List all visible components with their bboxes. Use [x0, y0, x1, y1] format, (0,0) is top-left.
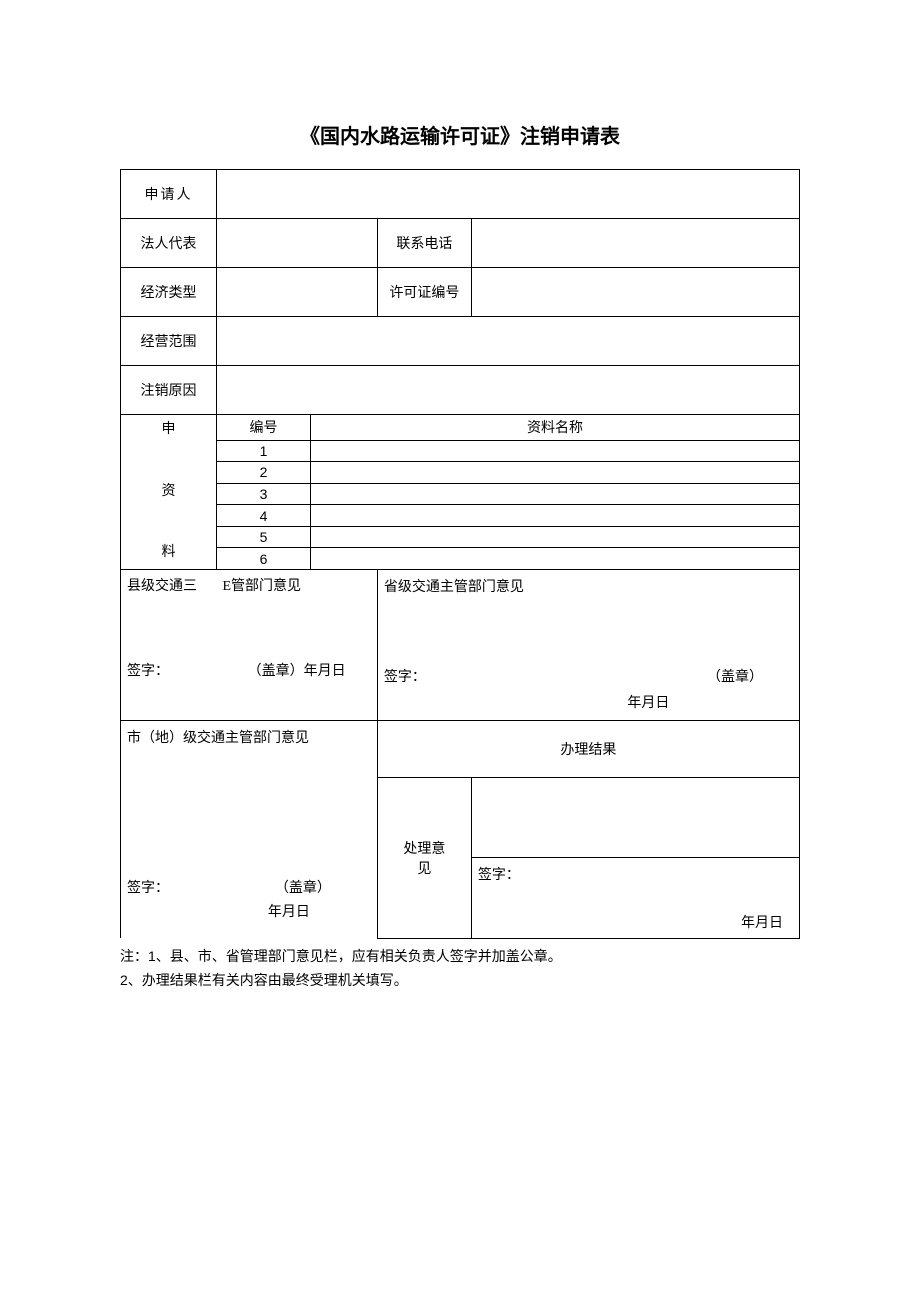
label-applicant: 申请人 — [121, 170, 217, 219]
label-city-opinion: 市（地）级交通主管部门意见 — [127, 725, 371, 877]
label-legal-rep: 法人代表 — [121, 219, 217, 268]
county-stamp-date: （盖章）年月日 — [248, 664, 346, 679]
label-process-opinion: 处理意 见 — [377, 777, 471, 938]
material-num-3: 3 — [217, 483, 311, 505]
province-opinion-cell: 省级交通主管部门意见 签字： （盖章） 年月日 — [377, 569, 799, 720]
province-stamp: （盖章） — [707, 666, 793, 686]
material-name-5 — [311, 526, 800, 548]
material-num-5: 5 — [217, 526, 311, 548]
label-material-name: 资料名称 — [311, 415, 800, 441]
city-date: 年月日 — [127, 897, 371, 931]
material-name-2 — [311, 462, 800, 484]
value-legal-rep — [217, 219, 378, 268]
form-title: 《国内水路运输许可证》注销申请表 — [120, 120, 800, 149]
label-material-no: 编号 — [217, 415, 311, 441]
result-sign-cell: 签字： 年月日 — [471, 857, 799, 938]
label-biz-scope: 经营范围 — [121, 317, 217, 366]
county-sign-cell: 签字： — [121, 600, 217, 720]
material-num-4: 4 — [217, 505, 311, 527]
value-econ-type — [217, 268, 378, 317]
city-sign-label: 签字： — [127, 877, 275, 897]
label-county-opinion-right: E管部门意见 — [217, 569, 378, 600]
material-name-4 — [311, 505, 800, 527]
application-form-table: 申请人 法人代表 联系电话 经济类型 许可证编号 经营范围 注销原因 申 资 料… — [120, 169, 800, 939]
city-opinion-cell: 市（地）级交通主管部门意见 签字： （盖章） 年月日 — [121, 720, 378, 938]
label-phone: 联系电话 — [377, 219, 471, 268]
label-materials-vertical: 申 资 料 — [121, 415, 217, 570]
result-date: 年月日 — [478, 884, 793, 932]
note-1: 注：1、县、市、省管理部门意见栏，应有相关负责人签字并加盖公章。 — [120, 945, 800, 969]
province-sign-label: 签字： — [384, 666, 707, 686]
material-num-6: 6 — [217, 548, 311, 570]
label-license-no: 许可证编号 — [377, 268, 471, 317]
material-name-1 — [311, 440, 800, 462]
material-name-3 — [311, 483, 800, 505]
material-num-2: 2 — [217, 462, 311, 484]
label-county-opinion-left: 县级交通三 — [121, 569, 217, 600]
value-cancel-reason — [217, 366, 800, 415]
process-opinion-value — [471, 777, 799, 857]
label-cancel-reason: 注销原因 — [121, 366, 217, 415]
note-2: 2、办理结果栏有关内容由最终受理机关填写。 — [120, 969, 800, 993]
province-date: 年月日 — [384, 686, 793, 716]
value-biz-scope — [217, 317, 800, 366]
label-province-opinion: 省级交通主管部门意见 — [384, 574, 793, 666]
label-result: 办理结果 — [377, 720, 799, 777]
label-econ-type: 经济类型 — [121, 268, 217, 317]
form-notes: 注：1、县、市、省管理部门意见栏，应有相关负责人签字并加盖公章。 2、办理结果栏… — [120, 945, 800, 994]
county-stamp-cell: （盖章）年月日 — [217, 600, 378, 720]
material-num-1: 1 — [217, 440, 311, 462]
county-sign-label: 签字： — [127, 664, 169, 679]
value-phone — [471, 219, 799, 268]
result-sign-label: 签字： — [478, 864, 793, 884]
city-stamp: （盖章） — [275, 877, 371, 897]
value-license-no — [471, 268, 799, 317]
material-name-6 — [311, 548, 800, 570]
value-applicant — [217, 170, 800, 219]
